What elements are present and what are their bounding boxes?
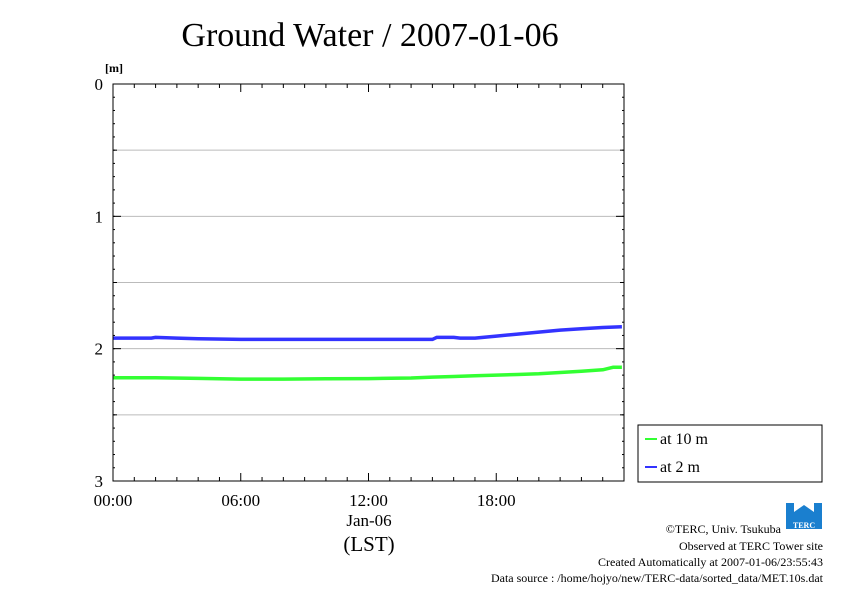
- y-tick-label: 0: [95, 75, 104, 94]
- series-group: [113, 325, 622, 381]
- series-line-at-2-m: [113, 325, 622, 342]
- legend: at 10 m at 2 m: [637, 424, 823, 483]
- copyright-text: ©TERC, Univ. Tsukuba: [666, 522, 782, 536]
- legend-box: [637, 424, 823, 483]
- y-tick-label: 1: [95, 207, 104, 226]
- x-axis-label: (LST): [343, 532, 394, 556]
- x-date-label: Jan-06: [346, 511, 391, 530]
- series-line-at-10-m: [113, 365, 622, 381]
- chart-title: Ground Water / 2007-01-06: [181, 17, 558, 54]
- x-tick-label: 18:00: [477, 491, 516, 510]
- created-text: Created Automatically at 2007-01-06/23:5…: [598, 555, 823, 569]
- legend-entry-10m: at 10 m: [660, 431, 709, 448]
- logo-band: [786, 520, 822, 529]
- grid-lines: [113, 149, 624, 416]
- data-source-text: Data source : /home/hojyo/new/TERC-data/…: [491, 571, 824, 585]
- observed-text: Observed at TERC Tower site: [679, 539, 823, 553]
- y-tick-label: 2: [95, 340, 104, 359]
- x-tick-label: 06:00: [221, 491, 260, 510]
- y-tick-label: 3: [95, 472, 104, 491]
- logo-text: TERC: [793, 521, 815, 530]
- legend-entry-2m: at 2 m: [660, 459, 701, 476]
- terc-logo: TERC: [786, 503, 822, 530]
- credits: ©TERC, Univ. Tsukuba Observed at TERC To…: [491, 522, 824, 585]
- x-tick-label: 00:00: [94, 491, 133, 510]
- y-axis-unit-label: [m]: [105, 61, 123, 75]
- axis-ticks: 0 1 2 300:00 06:00 12:00 18:00: [94, 75, 624, 510]
- x-tick-label: 12:00: [349, 491, 388, 510]
